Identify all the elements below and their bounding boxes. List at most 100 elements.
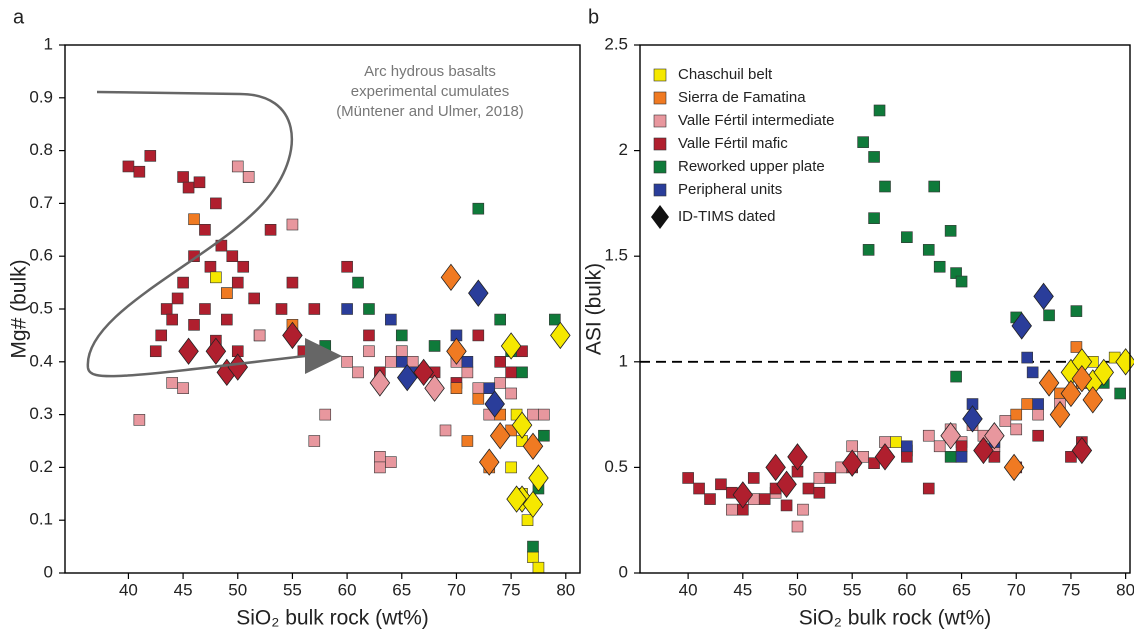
sample-point — [363, 329, 375, 342]
sample-point — [341, 260, 353, 273]
y-tick-label: 1.5 — [604, 246, 628, 265]
sample-point — [813, 486, 826, 499]
sample-point — [352, 276, 364, 289]
x-tick-label: 60 — [338, 580, 357, 599]
x-tick-label: 40 — [119, 580, 138, 599]
x-tick-label: 80 — [1116, 580, 1134, 599]
dated-point — [550, 321, 571, 350]
sample-point — [758, 493, 771, 505]
sample-point — [505, 461, 517, 474]
sample-point — [1032, 408, 1044, 421]
sample-point — [472, 329, 485, 342]
sample-point — [221, 287, 233, 299]
dated-point — [478, 448, 500, 476]
dated-point — [787, 443, 808, 471]
sample-point — [341, 303, 353, 315]
sample-point — [199, 303, 211, 315]
sample-point — [527, 551, 539, 563]
cumulate-field — [86, 90, 306, 378]
sample-point — [461, 355, 474, 368]
sample-point — [363, 345, 375, 358]
dated-point — [468, 279, 489, 307]
sample-point — [693, 482, 705, 495]
sample-point — [149, 345, 162, 358]
legend-swatch — [653, 183, 667, 197]
legend-swatch — [653, 91, 667, 105]
y-tick-label: 0.5 — [604, 457, 628, 476]
sample-point — [472, 202, 485, 215]
y-tick-label: 0 — [44, 562, 53, 581]
x-tick-label: 75 — [502, 580, 521, 599]
legend-label: Peripheral units — [678, 181, 782, 198]
sample-point — [1070, 341, 1083, 353]
sample-point — [275, 303, 288, 315]
dated-point — [1082, 386, 1104, 414]
sample-point — [395, 345, 408, 358]
sample-point — [1032, 398, 1044, 410]
overlay: Arc hydrous basalts experimental cumulate… — [86, 63, 834, 378]
sample-point — [472, 382, 485, 395]
sample-point — [166, 313, 178, 326]
sample-point — [177, 276, 189, 289]
sample-point — [461, 435, 474, 447]
dated-point — [506, 485, 527, 513]
sample-point — [747, 472, 760, 484]
dated-point — [841, 449, 863, 477]
legend-swatch — [653, 68, 667, 82]
sample-point — [461, 366, 474, 379]
x-tick-label: 40 — [679, 580, 698, 599]
dated-point — [178, 337, 199, 365]
dated-point — [1060, 379, 1082, 408]
plot-layer: a 0 0.1 0.2 0.3 0.4 0.5 0.6 0.7 0.8 0.9 1 40 45 50 55 60… — [8, 6, 1134, 630]
dated-point — [440, 263, 462, 291]
sample-point — [1114, 387, 1126, 400]
legend-label: Sierra de Famatina — [678, 89, 806, 106]
dated-point — [765, 453, 786, 482]
dated-point — [874, 443, 896, 471]
y-tick-label: 0.6 — [29, 246, 53, 265]
sample-point — [286, 276, 299, 289]
y-tick-label: 0.8 — [29, 140, 53, 159]
sample-point — [286, 218, 299, 231]
dated-point — [413, 358, 434, 387]
dated-point — [522, 432, 544, 460]
legend-label: Valle Fértil mafic — [678, 135, 788, 152]
dated-point — [522, 490, 544, 519]
x-tick-label: 45 — [174, 580, 193, 599]
legend-swatch — [651, 205, 669, 229]
x-tick-label: 55 — [843, 580, 862, 599]
sample-point — [538, 429, 550, 442]
annotation: Arc hydrous basalts — [364, 63, 496, 80]
sample-point — [385, 313, 397, 326]
sample-point — [901, 440, 913, 453]
y-tick-label: 0.3 — [29, 404, 53, 423]
sample-point — [944, 451, 957, 463]
sample-point — [682, 472, 694, 484]
sample-point — [199, 224, 211, 236]
sample-point — [922, 429, 935, 442]
sample-point — [715, 478, 727, 491]
legend-label: Chaschuil belt — [678, 66, 773, 83]
sample-point — [726, 503, 738, 516]
sample-point — [862, 244, 875, 256]
x-tick-label: 70 — [447, 580, 466, 599]
dated-point — [205, 337, 227, 365]
sample-point — [791, 520, 804, 533]
sample-point — [395, 329, 408, 342]
sample-point — [160, 303, 173, 315]
sample-point — [395, 355, 408, 368]
sample-point — [1043, 309, 1055, 322]
sample-point — [901, 451, 913, 463]
sample-point — [144, 150, 157, 162]
sample-point — [193, 176, 206, 189]
sample-point — [308, 435, 321, 447]
sample-point — [188, 213, 200, 226]
sample-point — [1032, 429, 1044, 442]
y-tick-label: 2.5 — [604, 34, 628, 53]
plot-frame — [64, 44, 581, 574]
dated-point — [282, 321, 303, 350]
sample-point — [527, 408, 539, 421]
sample-point — [890, 436, 902, 448]
sample-point — [922, 244, 935, 256]
